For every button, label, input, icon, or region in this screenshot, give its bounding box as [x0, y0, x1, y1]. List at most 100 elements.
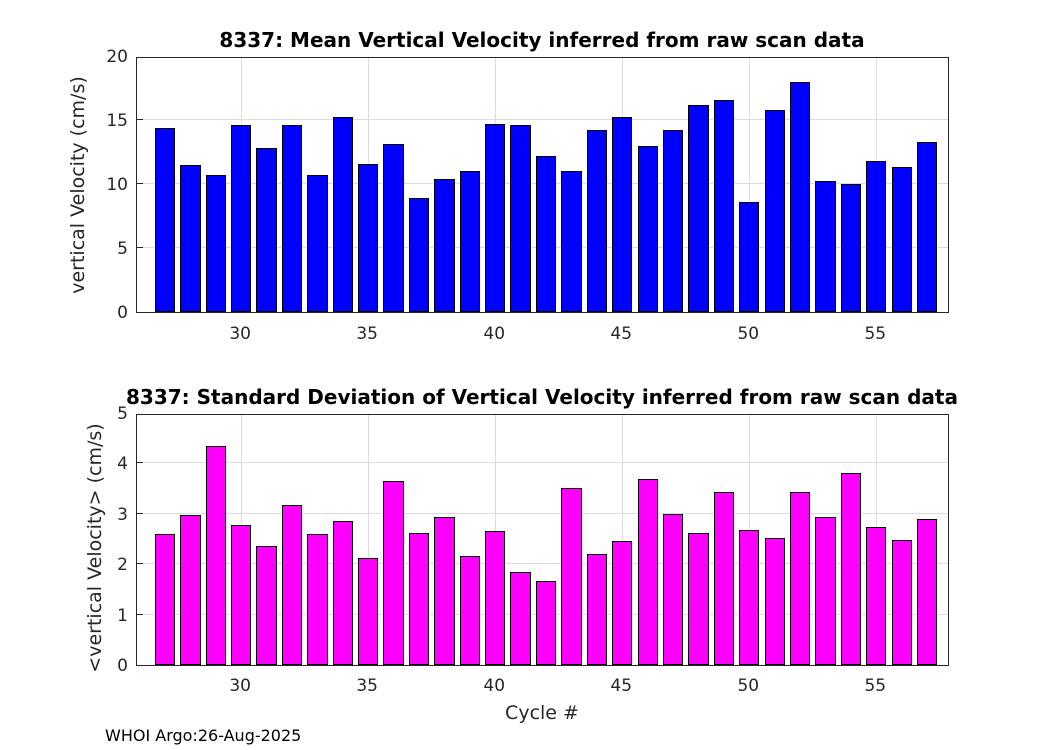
v-gridline [622, 415, 624, 665]
bar-cycle-39 [459, 171, 480, 312]
bar-cycle-51 [764, 538, 785, 665]
bar-cycle-55 [866, 160, 887, 312]
y-tick-label: 4 [117, 454, 128, 475]
std-chart-title: 8337: Standard Deviation of Vertical Vel… [126, 385, 958, 409]
bar-cycle-37 [408, 198, 430, 312]
h-gridline [137, 512, 948, 514]
bar-cycle-32 [281, 125, 303, 312]
bar-cycle-52 [789, 81, 811, 312]
bar-cycle-53 [815, 181, 836, 312]
bar-cycle-47 [662, 513, 684, 665]
y-tick-label: 3 [117, 504, 128, 525]
bar-cycle-47 [662, 130, 684, 312]
x-tick-label: 50 [737, 324, 760, 344]
bar-cycle-49 [713, 492, 735, 665]
y-tickmark [137, 183, 143, 184]
y-tick-label: 20 [106, 47, 128, 67]
bar-cycle-41 [510, 125, 531, 312]
bar-cycle-28 [180, 164, 201, 312]
v-gridline [368, 415, 370, 665]
bar-cycle-45 [612, 540, 633, 665]
bar-cycle-50 [739, 201, 760, 312]
y-tick-label: 5 [117, 404, 128, 424]
bar-cycle-40 [485, 531, 506, 665]
bar-cycle-48 [688, 532, 709, 665]
bar-cycle-57 [916, 141, 938, 312]
v-gridline [749, 58, 751, 312]
bar-cycle-40 [485, 123, 506, 312]
bar-cycle-44 [586, 553, 607, 665]
bar-cycle-31 [256, 148, 277, 312]
h-gridline [137, 563, 948, 565]
bar-cycle-53 [815, 516, 836, 665]
y-tick-label: 10 [106, 175, 128, 195]
bar-cycle-45 [612, 117, 633, 312]
bar-cycle-27 [154, 533, 176, 665]
y-tickmark [137, 613, 143, 615]
bar-cycle-55 [866, 526, 887, 665]
bar-cycle-35 [358, 163, 379, 312]
x-tick-label: 55 [864, 676, 887, 696]
x-tick-label: 40 [483, 676, 506, 696]
y-tick-label: 0 [117, 656, 128, 676]
bar-cycle-39 [459, 556, 480, 665]
bar-cycle-43 [561, 171, 582, 312]
bar-cycle-54 [840, 184, 862, 312]
bar-cycle-36 [383, 481, 404, 665]
bar-cycle-57 [916, 518, 938, 665]
x-tick-label: 45 [610, 676, 633, 696]
bar-cycle-44 [586, 130, 607, 312]
std-chart-plot-area [136, 414, 949, 666]
mean-chart-y-axis-label: vertical Velocity (cm/s) [67, 76, 89, 294]
bar-cycle-42 [535, 155, 557, 312]
x-tick-label: 55 [864, 324, 887, 344]
bar-cycle-48 [688, 104, 709, 312]
bar-cycle-41 [510, 571, 531, 665]
bar-cycle-37 [408, 532, 430, 665]
y-tickmark [137, 512, 143, 514]
bar-cycle-50 [739, 529, 760, 665]
y-tickmark [137, 247, 143, 248]
bar-cycle-49 [713, 99, 735, 312]
bar-cycle-35 [358, 558, 379, 665]
bar-cycle-52 [789, 492, 811, 665]
x-tick-label: 45 [610, 324, 633, 344]
bar-cycle-46 [637, 145, 658, 312]
bar-cycle-42 [535, 581, 557, 665]
bar-cycle-33 [307, 175, 328, 312]
bar-cycle-34 [332, 117, 353, 312]
x-tick-label: 35 [356, 676, 378, 696]
bar-cycle-34 [332, 520, 353, 665]
bar-cycle-46 [637, 479, 658, 665]
footer-text: WHOI Argo:26-Aug-2025 [105, 726, 302, 745]
y-tick-label: 5 [117, 239, 128, 259]
bar-cycle-27 [154, 127, 176, 312]
bar-cycle-56 [891, 539, 912, 665]
y-tick-label: 1 [117, 605, 128, 626]
h-gridline [137, 119, 948, 120]
bar-cycle-33 [307, 533, 328, 665]
y-tickmark [137, 563, 143, 565]
mean-chart-title: 8337: Mean Vertical Velocity inferred fr… [219, 28, 865, 52]
bar-cycle-29 [205, 175, 226, 312]
bar-cycle-54 [840, 472, 862, 665]
bar-cycle-36 [383, 144, 404, 312]
mean-chart-plot-area [136, 57, 949, 313]
bar-cycle-31 [256, 545, 277, 665]
bar-cycle-30 [231, 125, 252, 312]
x-tick-label: 35 [356, 324, 378, 344]
y-tickmark [137, 462, 143, 464]
y-tick-label: 0 [117, 303, 128, 323]
bar-cycle-38 [434, 178, 455, 312]
bar-cycle-30 [231, 525, 252, 665]
x-tick-label: 30 [229, 676, 251, 696]
y-tick-label: 2 [117, 555, 128, 576]
bar-cycle-32 [281, 504, 303, 665]
y-tickmark [137, 119, 143, 120]
bar-cycle-56 [891, 167, 912, 312]
h-gridline [137, 462, 948, 464]
bar-cycle-43 [561, 487, 582, 665]
y-tick-label: 15 [106, 111, 128, 131]
x-tick-label: 30 [229, 324, 251, 344]
